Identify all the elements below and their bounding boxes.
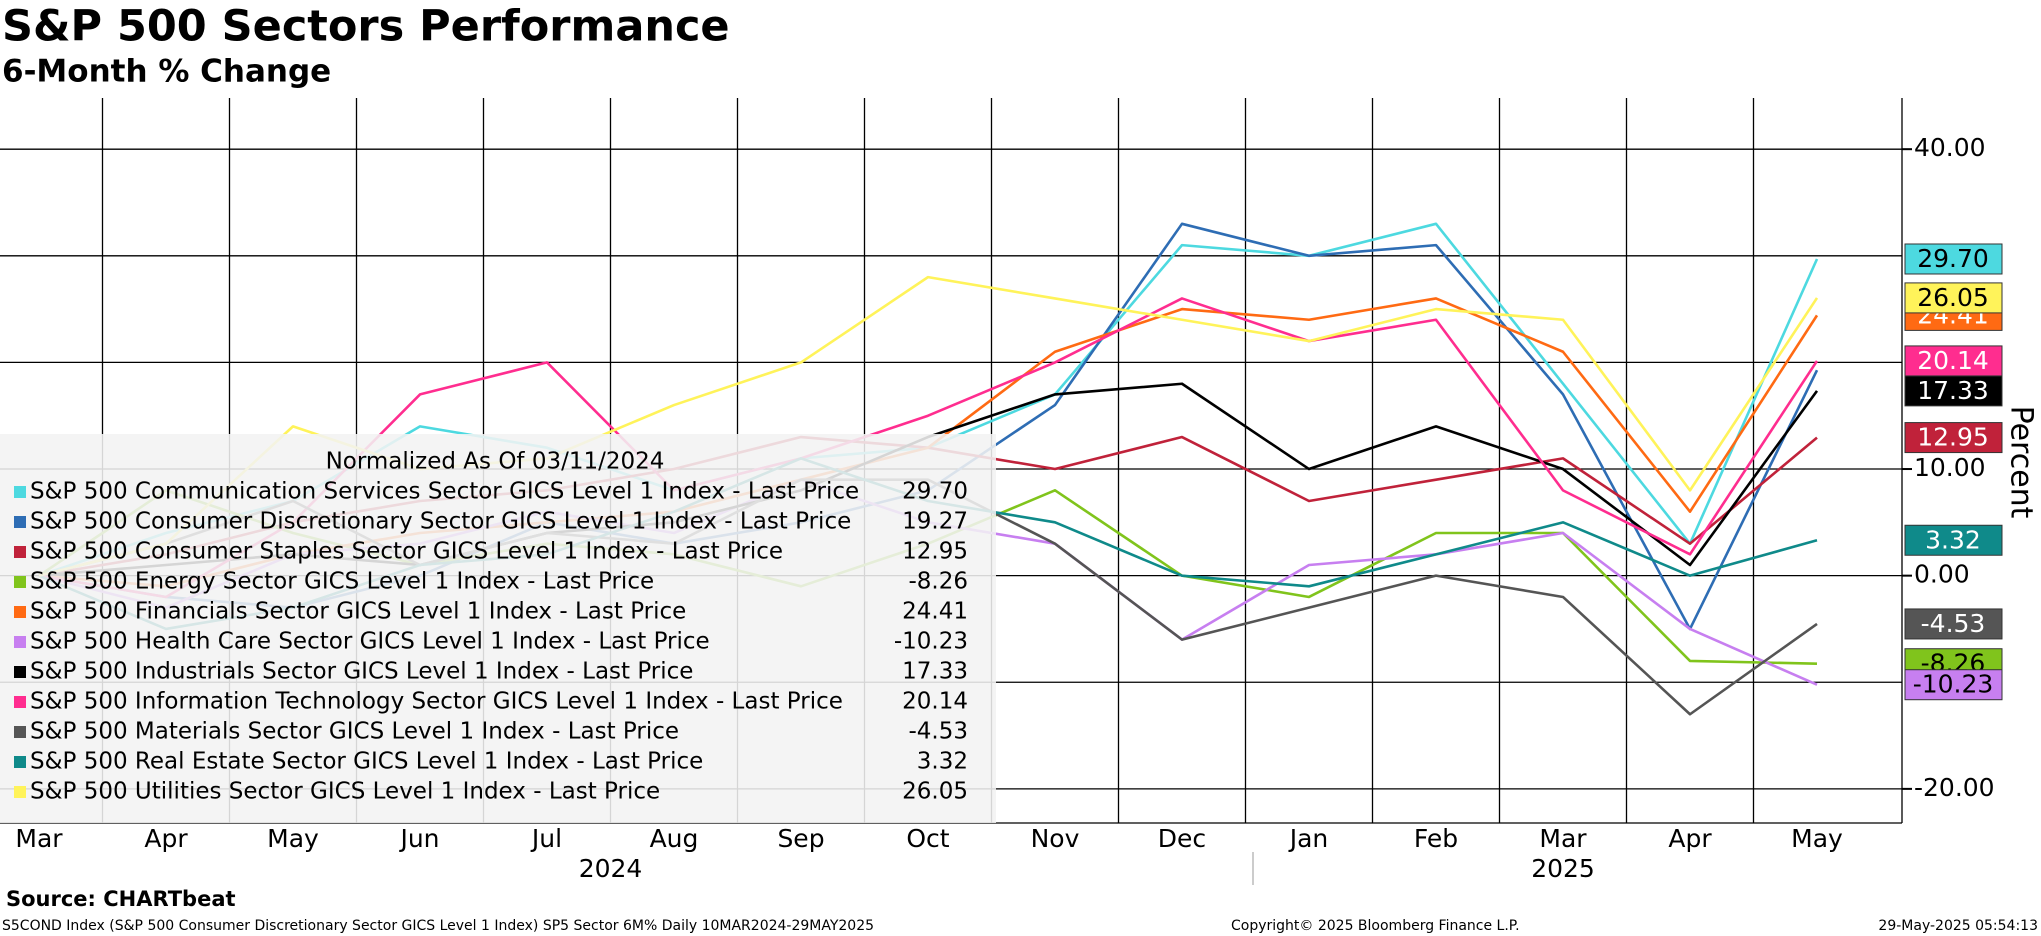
legend-value: 20.14 [902, 689, 968, 715]
legend-label: S&P 500 Consumer Staples Sector GICS Lev… [30, 539, 783, 565]
last-value-label: -10.23 [1913, 670, 1994, 699]
last-value-box [1904, 375, 2003, 407]
legend-swatch [14, 756, 26, 768]
x-tick-label: Jul [530, 824, 562, 853]
y-axis-label: Percent [2004, 406, 2039, 519]
legend-label: S&P 500 Information Technology Sector GI… [30, 689, 843, 715]
last-value-label: 26.05 [1917, 283, 1989, 312]
x-tick-label: Oct [906, 824, 949, 853]
last-value-box [1904, 669, 2003, 701]
x-tick-label: Jun [398, 824, 439, 853]
footer-right: 29-May-2025 05:54:13 [1878, 918, 2038, 934]
legend-value: 19.27 [902, 509, 968, 535]
legend-label: S&P 500 Energy Sector GICS Level 1 Index… [30, 569, 654, 595]
last-value-box [1904, 243, 2003, 275]
x-tick-label: Apr [144, 824, 188, 853]
legend-value: 3.32 [917, 749, 968, 775]
year-label: 2025 [1531, 854, 1595, 883]
legend-swatch [14, 546, 26, 558]
x-tick-label: Mar [1539, 824, 1587, 853]
legend-value: 12.95 [902, 539, 968, 565]
legend-value: -4.53 [908, 719, 968, 745]
legend-swatch [14, 696, 26, 708]
x-tick-label: Feb [1414, 824, 1458, 853]
legend-swatch [14, 666, 26, 678]
last-value-box [1904, 422, 2003, 454]
legend-title: Normalized As Of 03/11/2024 [326, 449, 665, 475]
y-tick-label: 0.00 [1914, 560, 1970, 589]
x-tick-label: Jan [1288, 824, 1329, 853]
x-tick-label: Dec [1158, 824, 1206, 853]
legend-swatch [14, 726, 26, 738]
y-tick-label: 40.00 [1914, 133, 1986, 162]
legend-value: 17.33 [902, 659, 968, 685]
legend-swatch [14, 576, 26, 588]
legend-value: -10.23 [894, 629, 968, 655]
legend-value: 29.70 [902, 479, 968, 505]
legend-value: 24.41 [902, 599, 968, 625]
last-value-label: -4.53 [1921, 609, 1986, 638]
footer-left: S5COND Index (S&P 500 Consumer Discretio… [2, 918, 874, 934]
y-tick-label: -20.00 [1914, 773, 1995, 802]
legend-value: -8.26 [908, 569, 968, 595]
legend-label: S&P 500 Health Care Sector GICS Level 1 … [30, 629, 710, 655]
x-tick-label: Nov [1031, 824, 1080, 853]
chart-title: S&P 500 Sectors Performance [2, 2, 730, 52]
last-value-label: 17.33 [1917, 376, 1989, 405]
legend-label: S&P 500 Consumer Discretionary Sector GI… [30, 509, 851, 535]
legend-label: S&P 500 Real Estate Sector GICS Level 1 … [30, 749, 703, 775]
legend-box [0, 434, 996, 823]
x-tick-label: Mar [15, 824, 63, 853]
last-value-label: 29.70 [1917, 244, 1989, 273]
source: Source: CHARTbeat [6, 887, 236, 911]
x-tick-label: Apr [1668, 824, 1712, 853]
x-tick-label: May [267, 824, 319, 853]
legend-label: S&P 500 Utilities Sector GICS Level 1 In… [30, 779, 660, 805]
legend-swatch [14, 786, 26, 798]
legend-label: S&P 500 Materials Sector GICS Level 1 In… [30, 719, 679, 745]
chart-subtitle: 6-Month % Change [2, 54, 331, 90]
last-value-box [1904, 608, 2003, 640]
year-label: 2024 [579, 854, 643, 883]
legend-label: S&P 500 Communication Services Sector GI… [30, 479, 859, 505]
last-value-label: 12.95 [1917, 423, 1989, 452]
last-value-label: 20.14 [1917, 346, 1989, 375]
legend-swatch [14, 606, 26, 618]
y-tick-label: 10.00 [1914, 453, 1986, 482]
x-tick-label: Sep [777, 824, 824, 853]
legend-swatch [14, 516, 26, 528]
footer-center: Copyright© 2025 Bloomberg Finance L.P. [1231, 918, 1520, 934]
last-value-box [1904, 345, 2003, 377]
legend-label: S&P 500 Industrials Sector GICS Level 1 … [30, 659, 693, 685]
legend-swatch [14, 636, 26, 648]
legend-swatch [14, 486, 26, 498]
last-value-label: 3.32 [1925, 525, 1981, 554]
legend-value: 26.05 [902, 779, 968, 805]
legend-label: S&P 500 Financials Sector GICS Level 1 I… [30, 599, 686, 625]
x-tick-label: Aug [650, 824, 699, 853]
last-value-box [1904, 524, 2003, 556]
last-value-box [1904, 282, 2003, 314]
x-tick-label: May [1791, 824, 1843, 853]
